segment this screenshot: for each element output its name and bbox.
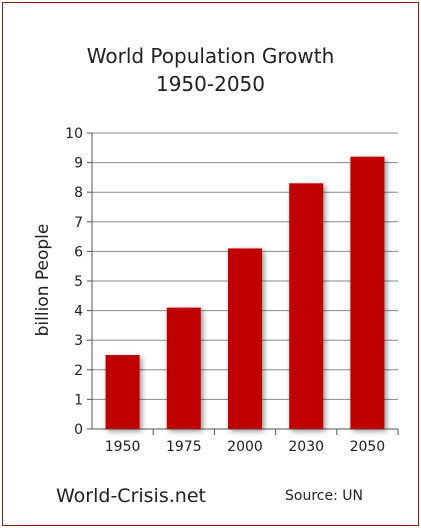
y-tick-label: 2 (74, 363, 83, 379)
y-tick-label: 5 (74, 274, 83, 290)
y-tick-label: 6 (74, 244, 83, 260)
bar-2050 (350, 156, 385, 429)
x-tick-label: 2030 (288, 439, 324, 455)
y-tick-label: 7 (74, 215, 83, 231)
y-tick-label: 1 (74, 392, 83, 408)
chart-subtitle: 1950-2050 (155, 72, 265, 96)
footer-brand: World-Crisis.net (56, 485, 206, 507)
x-tick-label: 1975 (166, 439, 202, 455)
x-tick-label: 2050 (350, 439, 386, 455)
y-tick-label: 4 (74, 304, 83, 320)
y-tick-label: 10 (65, 126, 83, 142)
x-tick-label: 2000 (227, 439, 263, 455)
bar-1950 (105, 355, 140, 429)
y-tick-label: 3 (74, 333, 83, 349)
tick-labels: 0 1 2 3 4 5 6 7 8 9 10 1950 1975 2000 2030 2050 (65, 126, 385, 455)
bar-2000 (228, 248, 262, 429)
bar-2030 (289, 183, 324, 429)
y-tick-label: 9 (74, 156, 83, 172)
footer-source: Source: UN (285, 488, 363, 504)
y-axis-label: billion People (33, 224, 53, 337)
bar-1975 (166, 307, 201, 429)
x-tick-label: 1950 (105, 439, 141, 455)
y-tick-label: 8 (74, 185, 83, 201)
chart-title: World Population Growth (86, 44, 335, 68)
y-tick-label: 0 (74, 422, 83, 438)
bars (105, 156, 385, 429)
